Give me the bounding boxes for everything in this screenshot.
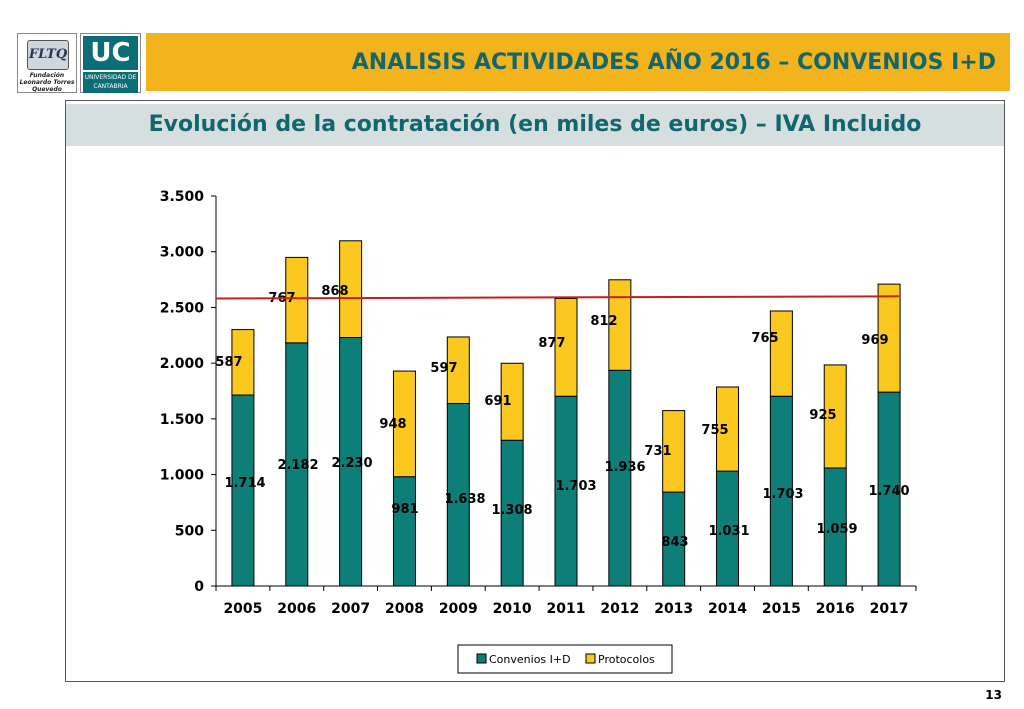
data-label-convenios: 1.740 [868, 484, 909, 499]
bar-protocolos [231, 329, 255, 396]
bar-protocolos [716, 386, 740, 472]
data-label-convenios: 2.182 [277, 458, 318, 473]
x-tick-label: 2016 [816, 601, 855, 617]
data-label-convenios: 1.059 [816, 522, 857, 537]
bar-protocolos [608, 279, 632, 371]
data-label-convenios: 1.031 [708, 524, 749, 539]
data-label-protocolos: 587 [215, 355, 242, 370]
reference-line [215, 295, 900, 300]
data-label-protocolos: 969 [861, 333, 888, 348]
y-tick-label: 1.000 [160, 468, 205, 484]
x-tick-label: 2015 [762, 601, 801, 617]
subtitle-bar: Evolución de la contratación (en miles d… [66, 104, 1004, 146]
bar-protocolos [446, 336, 470, 404]
legend-label-convenios: Convenios I+D [489, 653, 571, 666]
legend-swatch-convenios [476, 653, 487, 664]
y-tick-label: 0 [194, 579, 204, 595]
data-label-convenios: 981 [391, 502, 418, 517]
data-label-protocolos: 925 [809, 408, 836, 423]
bar-protocolos [285, 256, 309, 344]
data-label-convenios: 1.936 [604, 460, 645, 475]
fltq-logo: FLTQ Fundación Leonardo Torres Quevedo [17, 33, 77, 93]
data-label-protocolos: 868 [321, 284, 348, 299]
bar-protocolos [823, 364, 847, 469]
data-label-convenios: 843 [661, 535, 688, 550]
y-tick-label: 2.000 [160, 356, 205, 372]
data-label-convenios: 2.230 [331, 456, 372, 471]
data-label-protocolos: 948 [379, 417, 406, 432]
y-tick-label: 2.500 [160, 300, 205, 316]
fltq-logo-mark: FLTQ [27, 40, 69, 70]
bar-protocolos [554, 298, 578, 397]
x-tick-label: 2014 [708, 601, 747, 617]
legend-swatch-protocolos [585, 653, 596, 664]
x-tick-label: 2010 [493, 601, 532, 617]
legend-box [457, 644, 673, 674]
uc-logo: UC UNIVERSIDAD DE CANTABRIA [80, 33, 141, 93]
x-tick-label: 2011 [547, 601, 586, 617]
data-label-protocolos: 812 [590, 314, 617, 329]
bar-convenios [608, 369, 632, 587]
legend-label-protocolos: Protocolos [598, 653, 655, 666]
y-tick-label: 500 [175, 523, 204, 539]
x-tick-label: 2009 [439, 601, 478, 617]
bar-protocolos [877, 283, 901, 393]
x-tick-label: 2006 [277, 601, 316, 617]
data-label-convenios: 1.703 [555, 479, 596, 494]
data-label-convenios: 1.703 [762, 487, 803, 502]
bar-protocolos [769, 310, 793, 397]
data-label-protocolos: 597 [430, 361, 457, 376]
data-label-protocolos: 765 [751, 331, 778, 346]
data-label-protocolos: 691 [484, 394, 511, 409]
content-frame [65, 100, 1005, 682]
x-tick-label: 2005 [223, 601, 262, 617]
bar-protocolos [339, 240, 363, 339]
bar-convenios [392, 476, 416, 587]
x-tick-label: 2013 [654, 601, 693, 617]
data-label-convenios: 1.638 [444, 492, 485, 507]
title-bar: ANALISIS ACTIVIDADES AÑO 2016 – CONVENIO… [146, 33, 1010, 91]
data-label-protocolos: 755 [701, 423, 728, 438]
y-tick-label: 1.500 [160, 412, 205, 428]
data-label-convenios: 1.308 [491, 503, 532, 518]
data-label-protocolos: 731 [644, 444, 671, 459]
y-tick-label: 3.500 [160, 189, 205, 205]
y-tick-label: 3.000 [160, 245, 205, 261]
x-tick-label: 2007 [331, 601, 370, 617]
fltq-logo-caption: Fundación Leonardo Torres Quevedo [19, 72, 75, 93]
page-number: 13 [985, 688, 1002, 702]
chart-subtitle: Evolución de la contratación (en miles d… [148, 112, 922, 137]
x-tick-label: 2017 [870, 601, 909, 617]
bar-protocolos [500, 362, 524, 441]
x-tick-label: 2008 [385, 601, 424, 617]
bar-protocolos [392, 370, 416, 478]
data-label-convenios: 1.714 [224, 476, 265, 491]
uc-logo-caption: UNIVERSIDAD DE CANTABRIA [83, 72, 138, 93]
data-label-protocolos: 877 [538, 336, 565, 351]
x-tick-label: 2012 [600, 601, 639, 617]
uc-logo-mark: UC [83, 36, 138, 70]
bar-protocolos [662, 410, 686, 493]
page-title: ANALISIS ACTIVIDADES AÑO 2016 – CONVENIO… [351, 50, 996, 75]
